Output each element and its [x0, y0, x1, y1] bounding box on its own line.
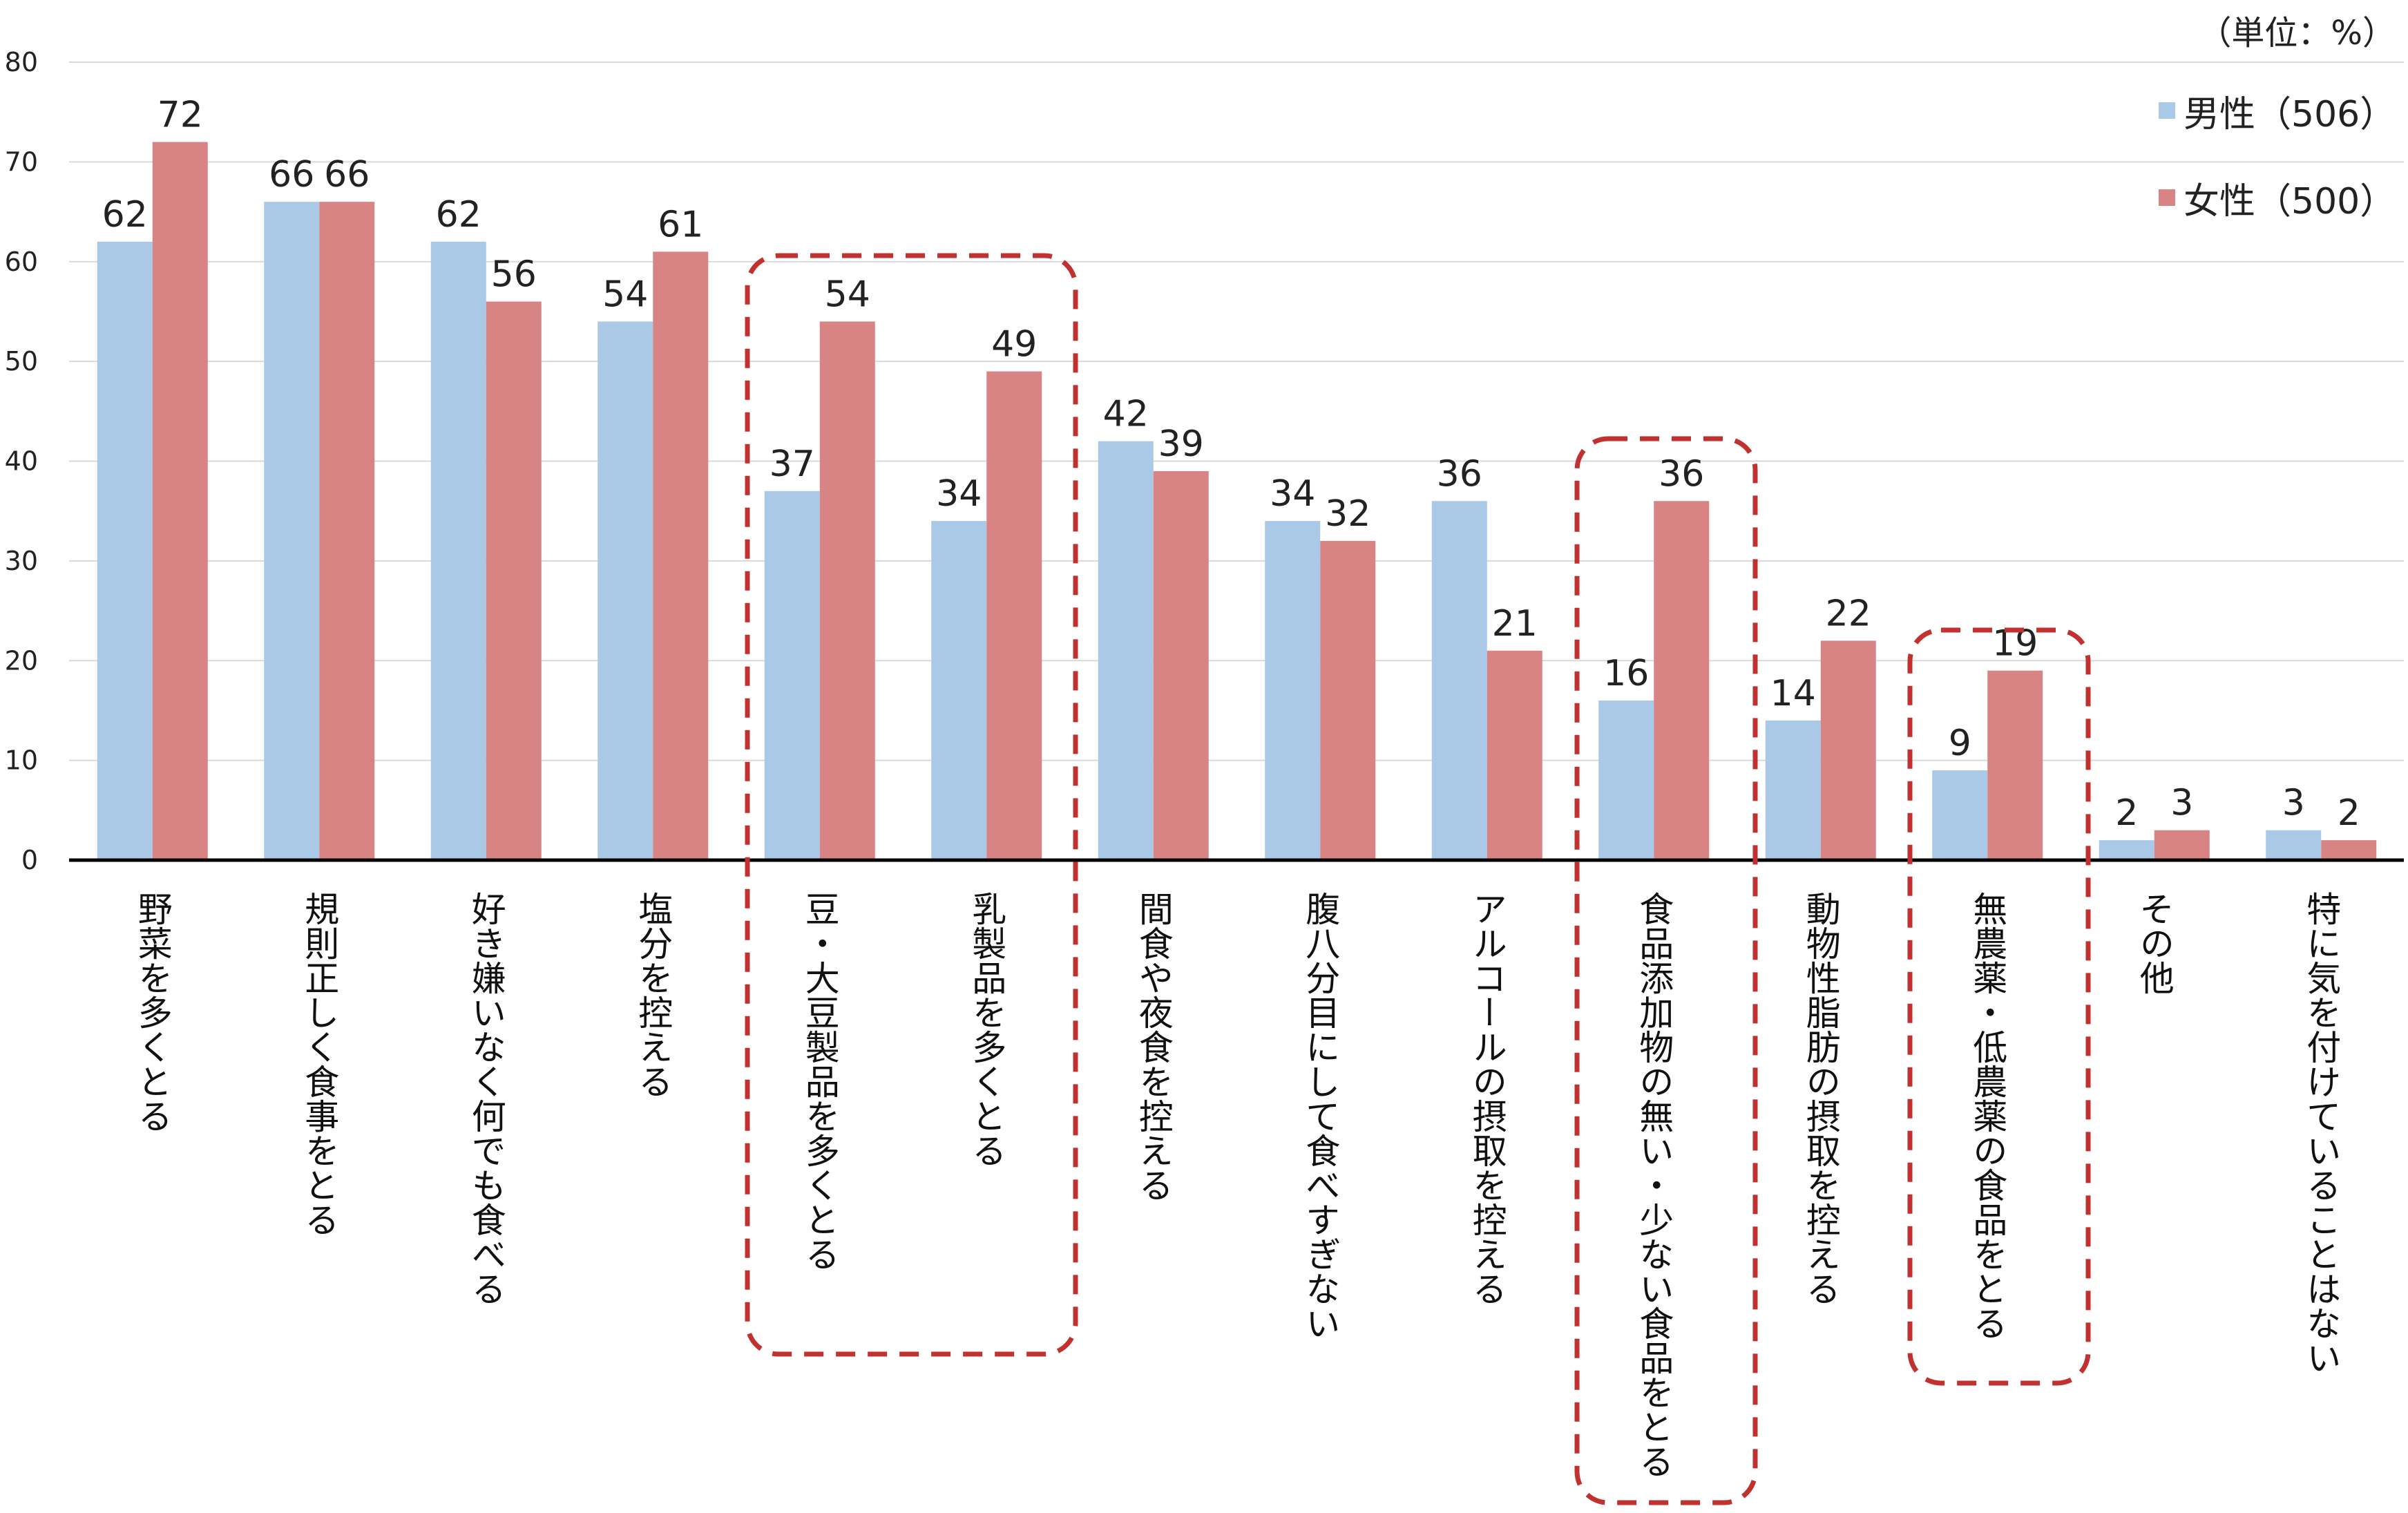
category-labels: 野菜を多くとる 規則正しく食事をとる 好き嫌いなく何でも食べる 塩分を控える 豆・大豆製… [133, 891, 2342, 1478]
bar-female [2321, 840, 2377, 860]
bar-female [486, 301, 542, 860]
category-label: 好き嫌いなく何でも食べる [466, 891, 506, 1306]
bar-male [430, 241, 486, 860]
category-label: 動物性脂肪の摂取を控える [1801, 891, 1841, 1306]
bars [97, 142, 2377, 860]
bar-female [1487, 650, 1542, 860]
value-label-male: 37 [770, 444, 815, 485]
value-label-male: 62 [436, 194, 481, 236]
y-tick-label: 10 [5, 745, 38, 776]
value-label-male: 2 [2115, 792, 2138, 834]
value-label-male: 14 [1770, 673, 1816, 714]
value-label-male: 34 [1270, 473, 1315, 515]
bar-female [653, 251, 709, 860]
y-tick-label: 80 [5, 47, 38, 77]
value-label-female: 36 [1659, 453, 1704, 495]
bar-male [931, 521, 987, 860]
unit-label: （単位：%） [2198, 14, 2396, 53]
value-label-male: 66 [269, 154, 314, 196]
bar-male [97, 241, 153, 860]
legend-swatch-female [2159, 189, 2175, 206]
value-label-male: 3 [2282, 783, 2305, 824]
bar-male [264, 202, 320, 860]
y-tick-label: 0 [21, 845, 38, 875]
value-label-male: 62 [102, 194, 148, 236]
legend-label-female: 女性（500） [2184, 180, 2396, 222]
legend-swatch-male [2159, 102, 2175, 119]
bar-female [1820, 640, 1876, 860]
value-label-female: 2 [2338, 792, 2360, 834]
category-label: 腹八分目にして食べすぎない [1300, 891, 1340, 1340]
value-label-female: 54 [825, 274, 870, 315]
value-label-male: 36 [1437, 453, 1482, 495]
value-label-female: 49 [991, 324, 1037, 365]
category-label: 乳製品を多くとる [966, 891, 1006, 1168]
bar-female [1654, 501, 1710, 860]
bar-male [2099, 840, 2154, 860]
bar-male [1765, 720, 1821, 860]
legend-item-male: 男性（506） [2159, 86, 2396, 135]
value-label-female: 66 [324, 154, 370, 196]
highlight-frame [1574, 436, 1758, 1505]
y-tick-label: 70 [5, 146, 38, 177]
gridlines [69, 61, 2404, 761]
value-label-male: 42 [1103, 394, 1149, 435]
y-tick-label: 40 [5, 446, 38, 477]
y-tick-label: 50 [5, 346, 38, 377]
value-label-female: 22 [1826, 593, 1871, 634]
category-label: 無農薬・低農薬の食品をとる [1967, 891, 2007, 1340]
highlight-frame [745, 253, 1078, 1357]
bar-male [1431, 501, 1487, 860]
bar-male [1098, 441, 1154, 860]
value-label-male: 16 [1603, 653, 1649, 694]
bar-female [152, 142, 208, 860]
category-label: その他 [2134, 891, 2175, 995]
value-label-female: 32 [1325, 493, 1370, 535]
bar-female [1987, 670, 2043, 860]
category-label: 野菜を多くとる [133, 891, 173, 1133]
category-label: 規則正しく食事をとる [299, 891, 339, 1237]
bar-male [764, 491, 820, 860]
bar-male [1598, 701, 1654, 860]
category-label: アルコールの摂取を控える [1467, 891, 1507, 1306]
legend: 男性（506） 女性（500） [2159, 86, 2396, 260]
bar-male [2266, 830, 2322, 860]
category-label: 食品添加物の無い・少ない食品をとる [1634, 891, 1674, 1478]
y-axis-ticks: 0 10 20 30 40 50 60 70 80 [5, 47, 38, 875]
bar-female [319, 202, 375, 860]
bar-female [1153, 470, 1209, 860]
value-label-female: 56 [491, 254, 537, 296]
bar-female [2154, 830, 2210, 860]
value-label-female: 39 [1158, 424, 1204, 465]
bar-male [1932, 770, 1988, 860]
y-tick-label: 60 [5, 247, 38, 277]
legend-label-male: 男性（506） [2184, 93, 2396, 135]
value-label-female: 21 [1492, 603, 1538, 645]
category-label: 塩分を控える [633, 891, 673, 1098]
bar-female [819, 321, 875, 860]
value-label-male: 9 [1949, 723, 1971, 764]
bar-female [1320, 541, 1376, 860]
category-label: 特に気を付けていることはない [2301, 891, 2341, 1375]
y-tick-label: 30 [5, 546, 38, 576]
bar-female [986, 371, 1042, 860]
bar-male [1265, 521, 1321, 860]
value-label-female: 61 [658, 204, 703, 245]
value-label-female: 3 [2170, 783, 2193, 824]
category-label: 間食や夜食を控える [1134, 891, 1174, 1202]
y-tick-label: 20 [5, 645, 38, 676]
value-label-female: 72 [157, 95, 203, 136]
legend-item-female: 女性（500） [2159, 173, 2396, 222]
highlight-frame [1907, 627, 2091, 1386]
value-label-male: 34 [936, 473, 982, 515]
value-label-male: 54 [602, 274, 648, 315]
bar-male [598, 321, 653, 860]
category-label: 豆・大豆製品を多くとる [800, 891, 840, 1271]
highlight-frames [745, 253, 2091, 1505]
